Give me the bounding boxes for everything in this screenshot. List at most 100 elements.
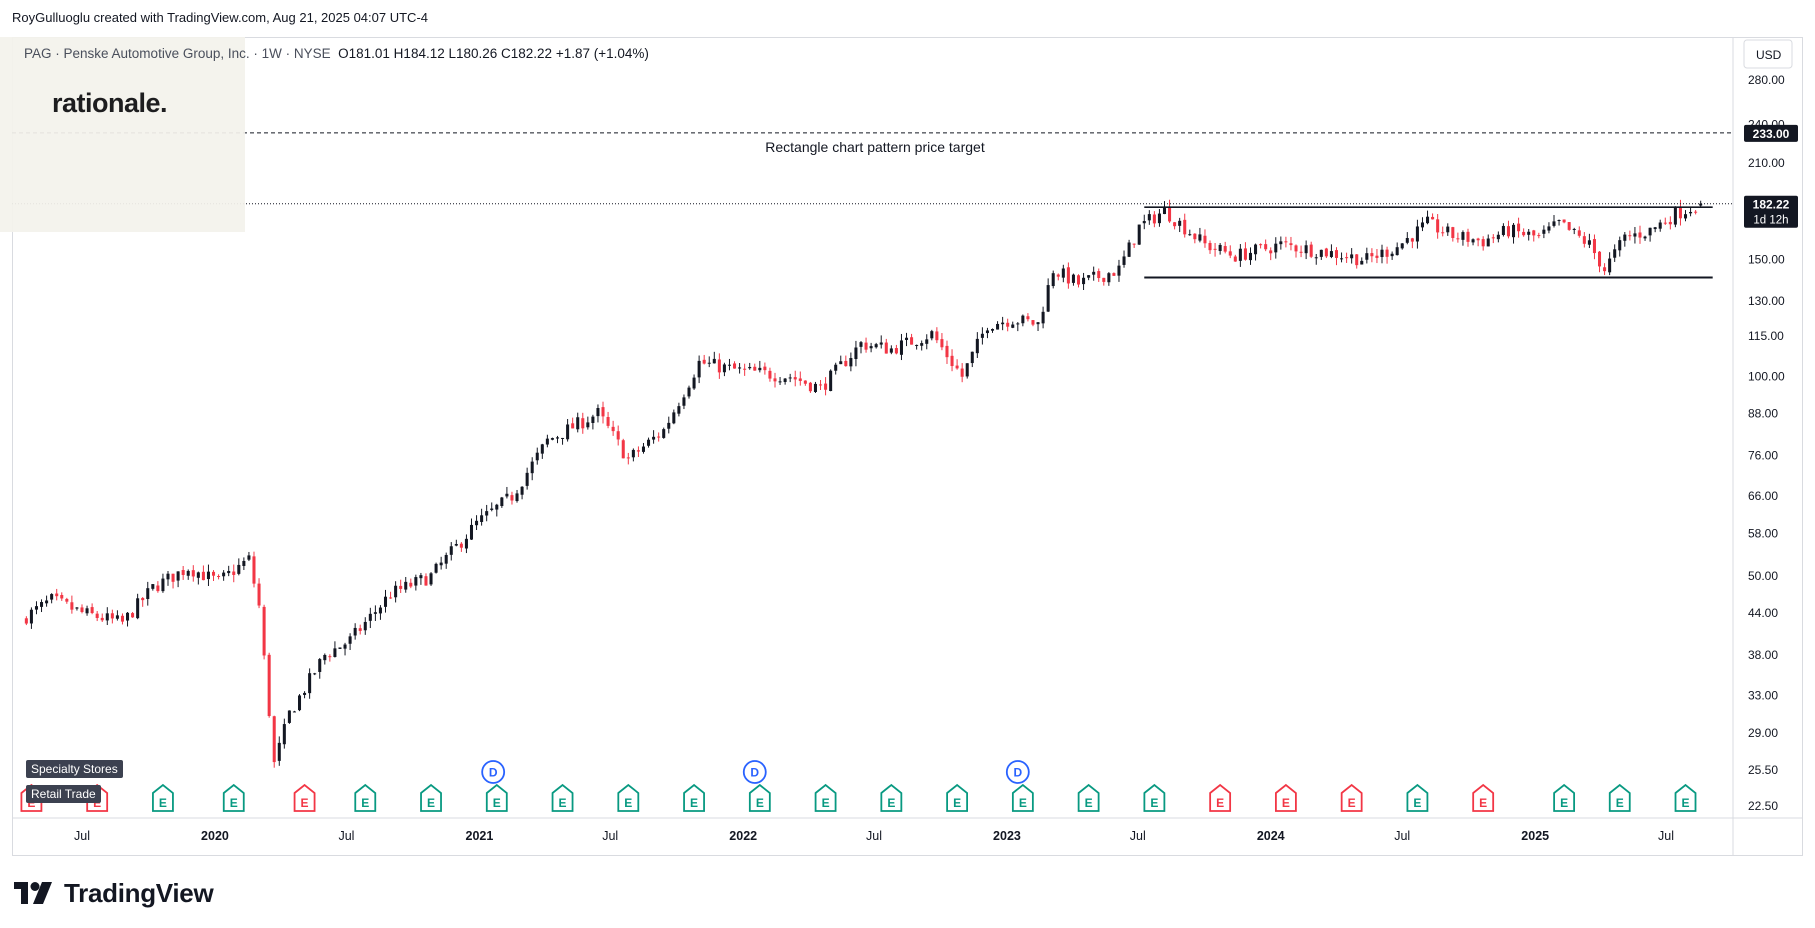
candle [1628,230,1632,241]
candle-body [647,439,651,446]
x-tick-label: Jul [1658,829,1674,843]
candle-body [378,607,382,614]
candle [1289,236,1293,251]
candle [80,604,84,614]
candle [1274,237,1278,259]
sector-tag-specialty-stores[interactable]: Specialty Stores [26,760,123,778]
symbol-name[interactable]: PAG · Penske Automotive Group, Inc. · 1W… [24,46,331,61]
candle-body [1603,267,1607,272]
candle-body [601,407,605,417]
candles-group [24,199,1703,768]
candle-body [955,365,959,369]
candle-body [1360,260,1364,265]
symbol-info[interactable]: PAG · Penske Automotive Group, Inc. · 1W… [24,46,649,61]
candle [990,328,995,333]
candle-body [1527,231,1531,235]
candle [1648,227,1652,242]
tradingview-brand[interactable]: TradingView [14,878,214,908]
candle-body [682,397,686,406]
candle [591,414,595,430]
candle [1254,243,1258,261]
candle-body [1557,220,1561,222]
earnings-marker-letter: E [1560,796,1568,810]
candle-body [454,544,458,546]
candle [1501,223,1505,237]
currency-box [1743,39,1793,69]
dividend-marker-letter: D [750,766,759,780]
candle [444,552,448,569]
sector-tag-retail-trade[interactable]: Retail Trade [26,785,101,803]
candle-body [383,596,388,607]
candle [945,340,949,364]
candle [748,362,752,370]
earnings-marker-icon: E [1406,783,1429,812]
candle [1699,200,1703,207]
y-tick-label: 280.00 [1748,73,1785,87]
candle [1431,213,1435,220]
candle-body [399,585,403,589]
candle-body [105,613,109,621]
candle [237,558,241,576]
candle-body [1532,230,1536,236]
candle-body [879,342,883,345]
candle [429,572,433,586]
candle-body [793,377,797,380]
candle-body [1001,322,1005,325]
candle-body [252,556,256,584]
candle [100,613,104,622]
candle [1365,247,1369,264]
candle [535,447,539,465]
candle-body [1198,234,1202,241]
candle [333,641,337,658]
candle [368,607,372,629]
candle-body [212,571,216,576]
candle-body [1056,274,1060,277]
candle [60,592,64,601]
candle-body [1385,249,1389,257]
candle-body [1334,250,1338,258]
candle-body [201,571,205,581]
candle [1567,221,1571,231]
earnings-marker-icon: E [1674,783,1697,812]
candle-body [1031,320,1035,325]
candle-body [222,572,226,577]
candle-body [1572,228,1576,230]
candle [662,427,666,439]
candle-body [1006,322,1010,327]
earnings-marker-icon: E [880,783,903,812]
candle [1552,215,1556,228]
candle [186,569,190,580]
x-tick-label: Jul [338,829,354,843]
candle-body [1314,257,1318,259]
candle-body [424,576,428,586]
earnings-marker-letter: E [1216,796,1224,810]
candle-body [1517,223,1521,232]
candle [636,446,640,458]
candle [621,438,625,459]
candle-body [1461,232,1465,240]
earnings-marker-letter: E [1150,796,1158,810]
candle [282,718,286,749]
candle [915,344,919,350]
candle [1451,226,1455,242]
last-price-label: 182.22 [1753,198,1790,212]
candle-body [561,437,565,439]
candle [1471,238,1475,246]
candle-body [242,560,246,566]
candle-body [1426,216,1430,224]
candle-body [672,412,676,424]
candle [682,394,686,410]
candle-body [439,562,443,566]
candle-body [894,348,898,354]
candle [606,411,610,429]
candle-body [788,377,792,379]
candle [1466,228,1470,247]
candle-body [1016,323,1020,325]
candle [227,565,231,577]
candle-body [449,546,453,555]
candle [707,356,711,368]
candle [136,593,140,620]
candle-body [1375,255,1379,258]
candle-body [50,594,54,600]
